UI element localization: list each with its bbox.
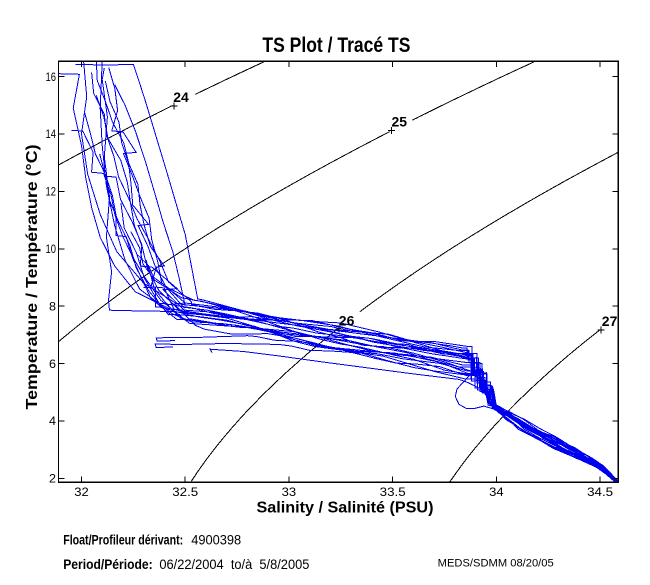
svg-text:6: 6 [49,359,56,371]
svg-text:32.5: 32.5 [172,487,198,499]
svg-text:MEDS/SDMM 08/20/05: MEDS/SDMM 08/20/05 [438,558,554,570]
svg-text:4: 4 [49,416,57,428]
svg-text:Period/Période:: Period/Période: [63,557,153,572]
svg-text:4900398: 4900398 [191,532,241,547]
svg-text:8: 8 [49,301,56,313]
svg-text:32: 32 [74,487,89,499]
svg-text:Float/Profileur dérivant:: Float/Profileur dérivant: [63,532,183,547]
svg-text:33: 33 [282,487,297,499]
svg-text:26: 26 [339,313,355,329]
svg-text:34: 34 [489,487,504,499]
svg-text:Salinity / Salinité (PSU): Salinity / Salinité (PSU) [257,500,434,517]
svg-text:27: 27 [602,313,618,329]
svg-text:24: 24 [173,89,189,105]
svg-text:34.5: 34.5 [587,487,613,499]
svg-text:16: 16 [46,72,57,84]
svg-text:14: 14 [46,129,57,141]
svg-text:06/22/2004 to/à 5/8/2005: 06/22/2004 to/à 5/8/2005 [159,557,309,572]
svg-text:2: 2 [49,474,56,486]
svg-text:25: 25 [392,113,408,129]
svg-text:Temperature / Température (°C): Temperature / Température (°C) [24,145,41,410]
svg-text:12: 12 [46,187,57,199]
svg-text:TS Plot / Tracé TS: TS Plot / Tracé TS [262,34,410,57]
svg-text:33.5: 33.5 [380,487,406,499]
svg-text:10: 10 [46,244,57,256]
